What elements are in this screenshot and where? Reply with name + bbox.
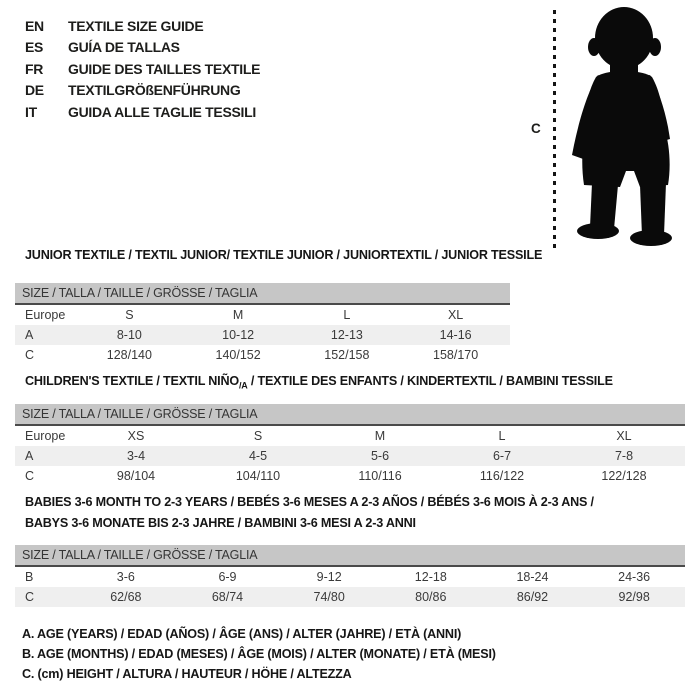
- row-label: C: [25, 469, 35, 483]
- table-row-months: B 3-6 6-9 9-12 12-18 18-24 24-36: [15, 566, 685, 587]
- cell: 7-8: [614, 449, 634, 463]
- toddler-silhouette-icon: [572, 7, 672, 246]
- lang-code: ES: [25, 39, 44, 56]
- cell: 104/110: [235, 469, 281, 483]
- lang-row-fr: FR GUIDE DES TAILLES TEXTILE: [25, 58, 260, 80]
- row-label: Europe: [25, 308, 66, 322]
- cell: 122/128: [601, 469, 647, 483]
- children-title-post: / TEXTILE DES ENFANTS / KINDERTEXTIL / B…: [247, 374, 613, 388]
- cell: 158/170: [433, 348, 479, 362]
- cell: 3-4: [126, 449, 146, 463]
- junior-section-title: JUNIOR TEXTILE / TEXTIL JUNIOR/ TEXTILE …: [25, 248, 543, 262]
- lang-row-es: ES GUÍA DE TALLAS: [25, 37, 260, 59]
- cell: 128/140: [106, 348, 152, 362]
- cell: 8-10: [116, 328, 142, 342]
- cell: 86/92: [516, 590, 549, 604]
- cell: M: [374, 429, 386, 443]
- lang-code: DE: [25, 82, 44, 99]
- cell: 12-18: [414, 570, 447, 584]
- lang-code: IT: [25, 103, 37, 120]
- cell: 152/158: [324, 348, 370, 362]
- lang-title: GUÍA DE TALLAS: [68, 39, 180, 56]
- cell: 14-16: [439, 328, 472, 342]
- size-header-bar: SIZE / TALLA / TAILLE / GRÖSSE / TAGLIA: [15, 283, 510, 305]
- lang-row-it: IT GUIDA ALLE TAGLIE TESSILI: [25, 101, 260, 123]
- cell: 62/68: [110, 590, 142, 604]
- cell: XL: [616, 429, 632, 443]
- row-label: C: [25, 348, 35, 362]
- size-header-bar: SIZE / TALLA / TAILLE / GRÖSSE / TAGLIA: [15, 545, 685, 567]
- cell: M: [232, 308, 244, 322]
- cell: 116/122: [479, 469, 525, 483]
- legend-line-c: C. (cm) HEIGHT / ALTURA / HAUTEUR / HÖHE…: [22, 667, 352, 681]
- babies-size-table: SIZE / TALLA / TAILLE / GRÖSSE / TAGLIA …: [15, 545, 685, 607]
- children-section-title: CHILDREN'S TEXTILE / TEXTIL NIÑO/A / TEX…: [25, 374, 613, 391]
- row-label: C: [25, 590, 35, 604]
- legend-line-a: A. AGE (YEARS) / EDAD (AÑOS) / ÂGE (ANS)…: [22, 627, 462, 641]
- table-row-height: C 98/104 104/110 110/116 116/122 122/128: [15, 466, 685, 486]
- cell: 4-5: [248, 449, 268, 463]
- cell: S: [125, 308, 134, 322]
- cell: 140/152: [215, 348, 261, 362]
- cell: L: [498, 429, 506, 443]
- junior-size-table: SIZE / TALLA / TAILLE / GRÖSSE / TAGLIA …: [15, 283, 510, 365]
- babies-title-line2: BABYS 3-6 MONATE BIS 2-3 JAHRE / BAMBINI…: [25, 516, 416, 530]
- row-label: A: [25, 449, 34, 463]
- cell: 110/116: [358, 469, 402, 483]
- row-label: Europe: [25, 429, 66, 443]
- cell: 18-24: [516, 570, 549, 584]
- table-row-height: C 128/140 140/152 152/158 158/170: [15, 345, 510, 365]
- cell: 12-13: [330, 328, 363, 342]
- lang-row-de: DE TEXTILGRÖßENFÜHRUNG: [25, 80, 260, 102]
- legend-line-b: B. AGE (MONTHS) / EDAD (MESES) / ÂGE (MO…: [22, 647, 496, 661]
- cell: 3-6: [116, 570, 135, 584]
- row-label: A: [25, 328, 34, 342]
- cell: L: [343, 308, 351, 322]
- lang-code: EN: [25, 17, 44, 34]
- cell: 10-12: [222, 328, 255, 342]
- lang-row-en: EN TEXTILE SIZE GUIDE: [25, 15, 260, 37]
- cell: 6-7: [492, 449, 512, 463]
- babies-section-title: BABIES 3-6 MONTH TO 2-3 YEARS / BEBÉS 3-…: [25, 492, 594, 534]
- size-header-bar: SIZE / TALLA / TAILLE / GRÖSSE / TAGLIA: [15, 404, 685, 426]
- cell: 9-12: [316, 570, 342, 584]
- children-size-table: SIZE / TALLA / TAILLE / GRÖSSE / TAGLIA …: [15, 404, 685, 486]
- cell: XL: [447, 308, 464, 322]
- cell: 5-6: [370, 449, 390, 463]
- children-title-pre: CHILDREN'S TEXTILE / TEXTIL NIÑO: [25, 374, 239, 388]
- legend: A. AGE (YEARS) / EDAD (AÑOS) / ÂGE (ANS)…: [22, 624, 496, 684]
- table-row-europe: Europe S M L XL: [15, 304, 510, 325]
- cell: 24-36: [618, 570, 651, 584]
- children-title-subscript: /A: [238, 380, 248, 391]
- cell: XS: [127, 429, 145, 443]
- height-measure-label: C: [531, 121, 541, 136]
- babies-title-line1: BABIES 3-6 MONTH TO 2-3 YEARS / BEBÉS 3-…: [25, 495, 594, 509]
- cell: 68/74: [211, 590, 244, 604]
- language-title-list: EN TEXTILE SIZE GUIDE ES GUÍA DE TALLAS …: [25, 15, 260, 123]
- table-row-age: A 3-4 4-5 5-6 6-7 7-8: [15, 446, 685, 466]
- lang-title: TEXTILE SIZE GUIDE: [68, 17, 204, 34]
- lang-code: FR: [25, 60, 44, 77]
- table-row-age: A 8-10 10-12 12-13 14-16: [15, 325, 510, 345]
- cell: 98/104: [116, 469, 156, 483]
- table-row-height: C 62/68 68/74 74/80 80/86 86/92 92/98: [15, 587, 685, 607]
- lang-title: TEXTILGRÖßENFÜHRUNG: [68, 82, 241, 99]
- lang-title: GUIDA ALLE TAGLIE TESSILI: [68, 103, 256, 120]
- height-measure-dashed-line: [553, 10, 556, 248]
- cell: S: [253, 429, 263, 443]
- cell: 92/98: [618, 590, 650, 604]
- lang-title: GUIDE DES TAILLES TEXTILE: [68, 60, 261, 77]
- table-row-europe: Europe XS S M L XL: [15, 425, 685, 446]
- cell: 74/80: [313, 590, 345, 604]
- cell: 6-9: [218, 570, 237, 584]
- cell: 80/86: [415, 590, 447, 604]
- row-label: B: [25, 570, 34, 584]
